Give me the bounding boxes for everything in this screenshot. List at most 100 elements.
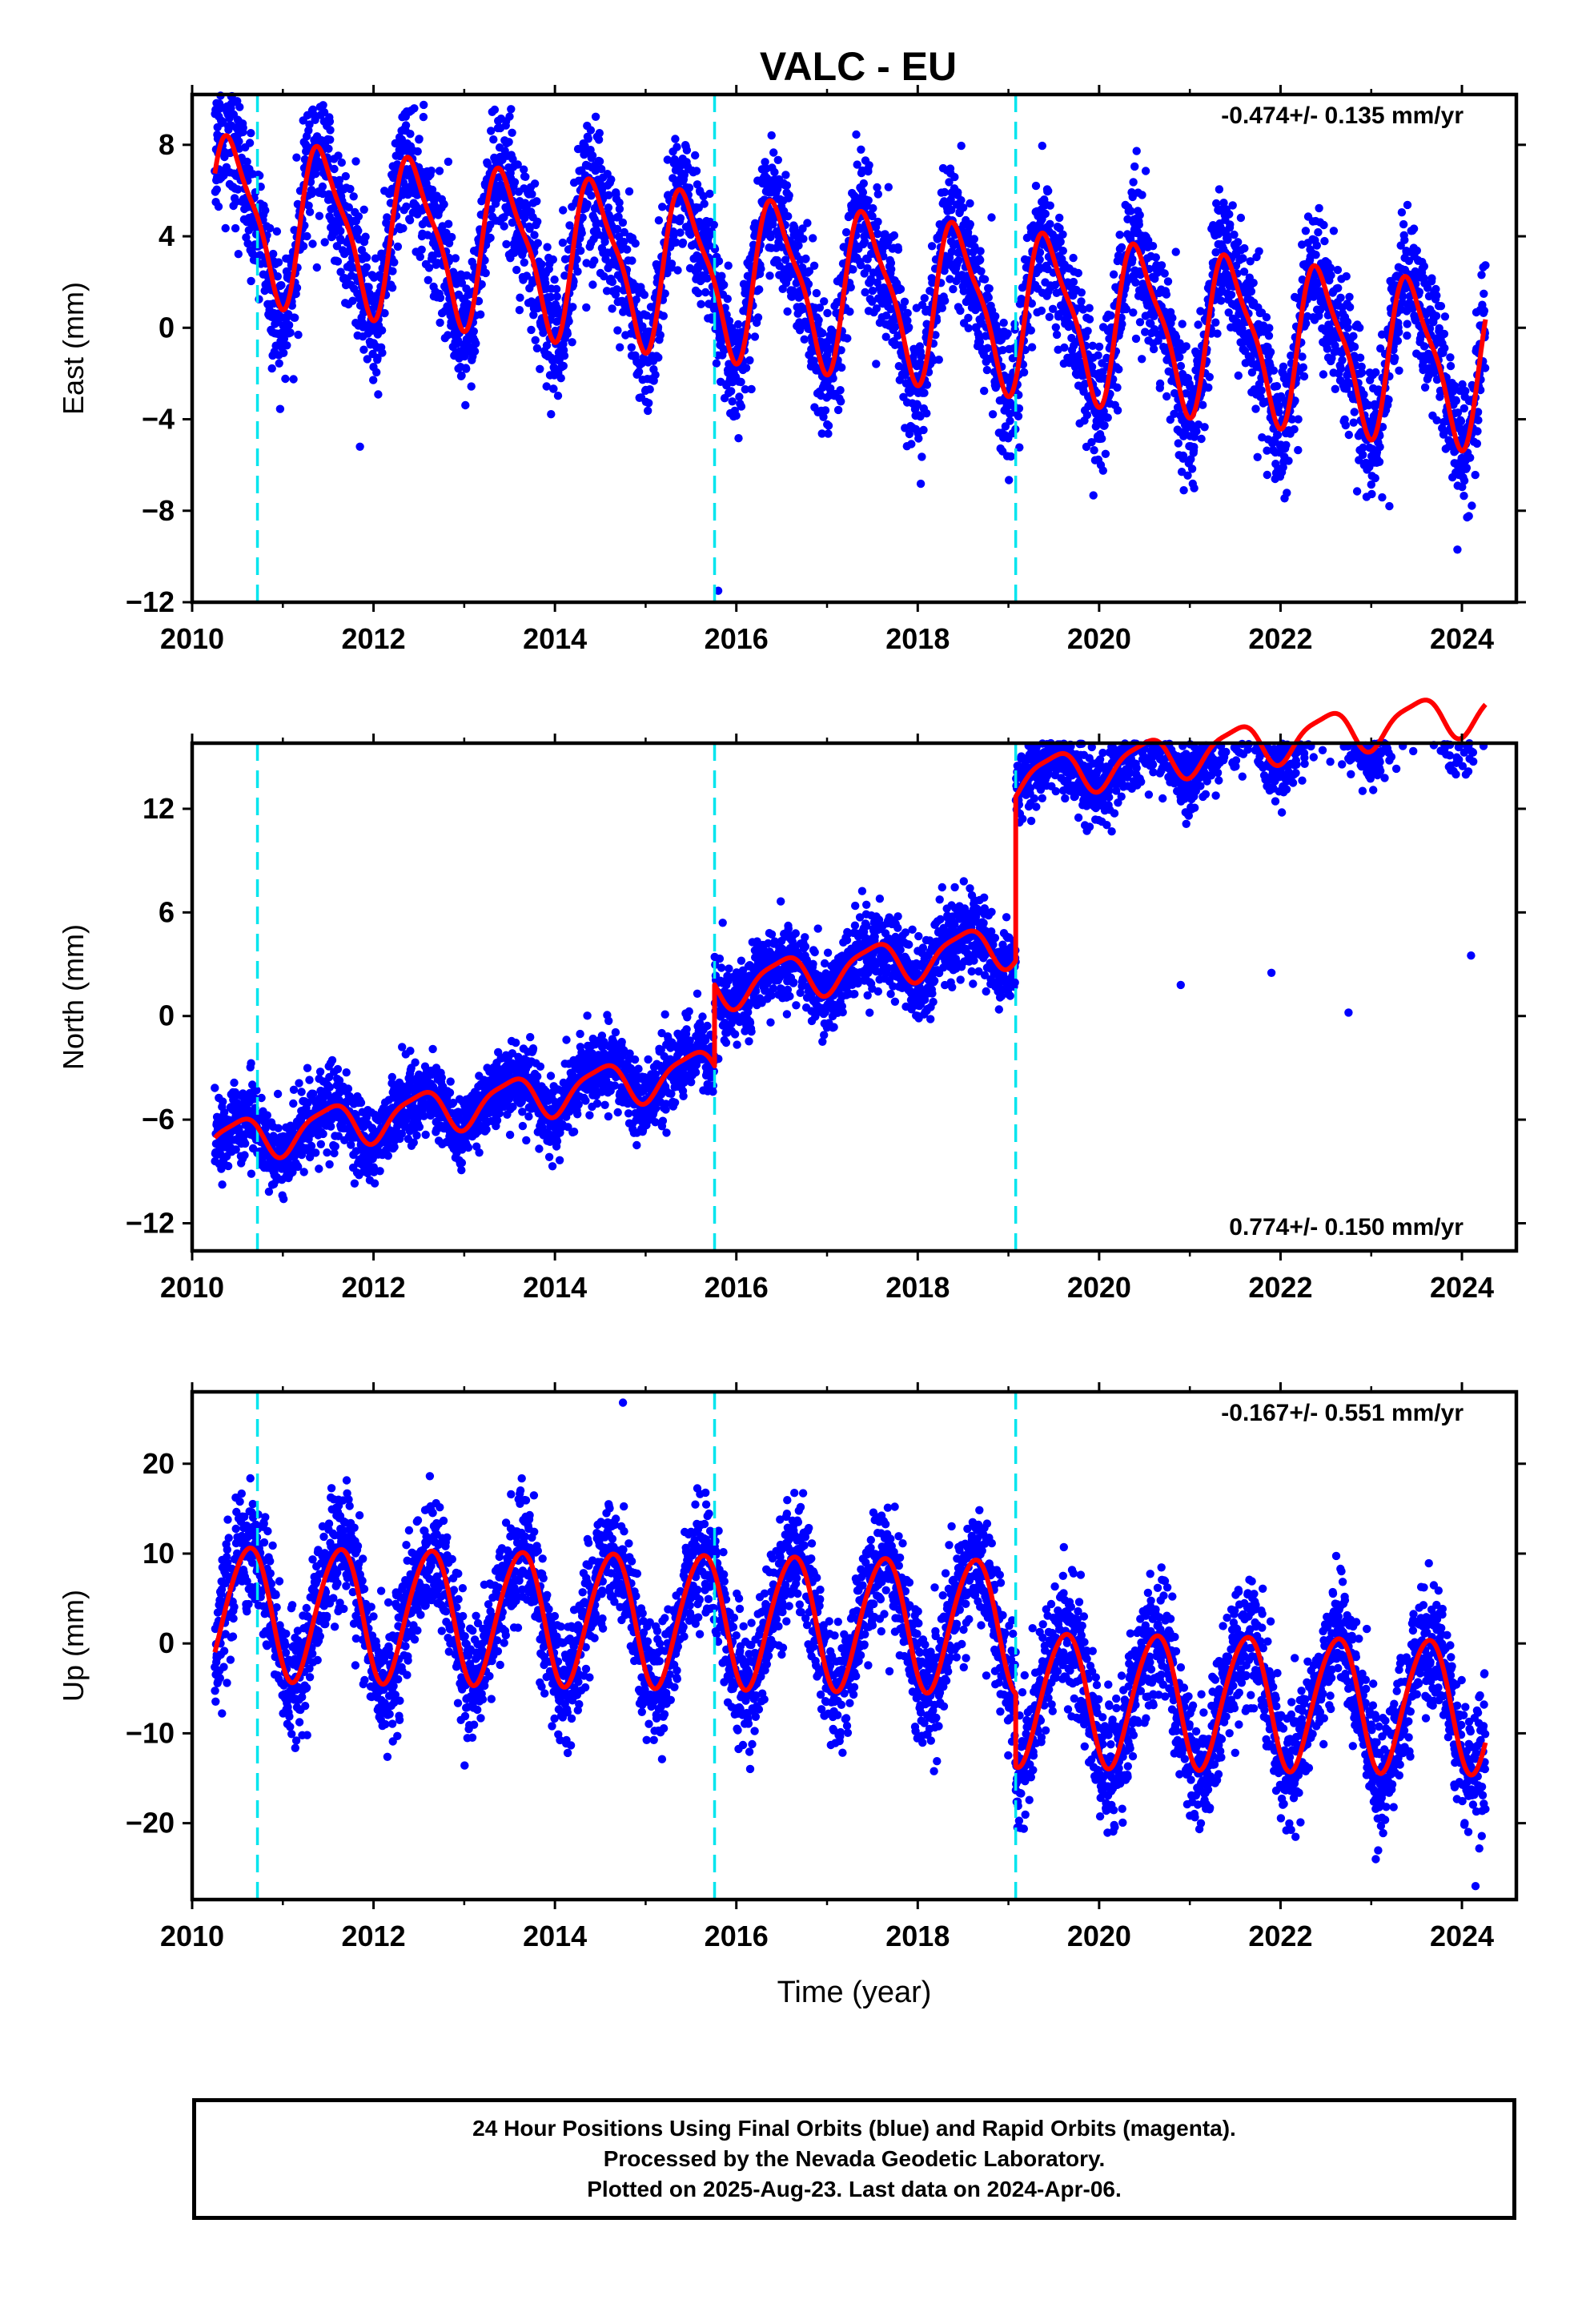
east-position-point bbox=[964, 313, 973, 323]
east-position-point bbox=[577, 228, 586, 238]
east-position-point bbox=[905, 323, 913, 332]
east-position-point bbox=[335, 175, 344, 185]
east-position-point bbox=[243, 157, 251, 167]
east-position-point bbox=[559, 361, 568, 371]
east-position-point bbox=[705, 189, 714, 199]
east-position-point bbox=[976, 247, 985, 255]
east-position-point bbox=[1251, 404, 1260, 413]
east-position-point bbox=[781, 171, 790, 179]
east-position-point bbox=[235, 137, 243, 146]
east-position-point bbox=[1342, 271, 1351, 281]
east-position-point bbox=[1403, 200, 1412, 210]
east-position-point bbox=[628, 256, 636, 265]
east-position-point bbox=[1343, 324, 1352, 332]
east-position-point bbox=[1031, 181, 1041, 191]
east-position-point bbox=[417, 245, 426, 254]
east-position-point bbox=[1349, 418, 1358, 427]
east-position-point bbox=[1141, 167, 1150, 175]
east-position-point bbox=[852, 130, 861, 139]
east-position-point bbox=[415, 135, 424, 143]
east-position-point bbox=[1094, 342, 1104, 352]
east-position-point bbox=[1257, 386, 1266, 395]
east-position-point bbox=[1129, 178, 1138, 187]
east-position-point bbox=[1299, 372, 1309, 381]
east-position-point bbox=[893, 245, 903, 254]
east-position-point bbox=[212, 185, 221, 194]
east-position-point bbox=[234, 185, 243, 194]
east-position-point bbox=[500, 222, 508, 231]
east-position-point bbox=[1384, 395, 1393, 404]
east-position-point bbox=[799, 235, 808, 243]
east-position-point bbox=[318, 182, 327, 191]
east-position-point bbox=[315, 211, 324, 220]
east-position-point bbox=[1056, 237, 1065, 247]
east-position-point bbox=[812, 288, 821, 298]
east-position-point bbox=[1464, 512, 1473, 521]
east-position-point bbox=[887, 265, 896, 274]
east-position-point bbox=[1249, 279, 1258, 287]
east-position-point bbox=[645, 385, 654, 394]
east-position-point bbox=[512, 265, 521, 275]
east-position-point bbox=[608, 277, 617, 287]
east-position-point bbox=[658, 203, 667, 211]
east-position-point bbox=[1301, 227, 1311, 235]
east-position-point bbox=[289, 375, 298, 384]
east-position-point bbox=[1230, 230, 1239, 239]
north-daily-positions bbox=[211, 738, 1488, 1204]
east-position-point bbox=[523, 201, 532, 210]
east-position-point bbox=[1436, 302, 1446, 311]
east-position-point bbox=[564, 317, 573, 326]
east-position-point bbox=[266, 223, 275, 233]
east-position-point bbox=[1055, 213, 1064, 223]
east-position-point bbox=[1089, 491, 1098, 500]
east-position-point bbox=[486, 220, 495, 229]
east-position-point bbox=[1094, 351, 1102, 360]
north-position-point bbox=[240, 1151, 249, 1160]
east-position-point bbox=[420, 100, 428, 110]
east-position-point bbox=[1046, 219, 1054, 228]
east-position-point bbox=[487, 127, 496, 135]
east-position-point bbox=[372, 368, 381, 377]
north-position-point bbox=[223, 1161, 233, 1171]
east-position-point bbox=[922, 409, 931, 418]
east-position-point bbox=[1114, 365, 1123, 374]
east-position-point bbox=[548, 255, 557, 264]
east-position-point bbox=[1460, 476, 1469, 485]
east-position-point bbox=[1101, 449, 1110, 458]
east-position-point bbox=[1175, 352, 1184, 362]
east-position-point bbox=[1163, 277, 1173, 286]
east-position-point bbox=[631, 239, 640, 248]
east-position-point bbox=[841, 227, 851, 237]
east-position-point bbox=[750, 332, 760, 341]
east-position-point bbox=[292, 283, 302, 292]
east-position-point bbox=[595, 129, 604, 138]
east-position-point bbox=[1118, 320, 1126, 328]
north-position-point bbox=[211, 1084, 219, 1092]
east-outlier-point bbox=[215, 99, 224, 108]
east-position-point bbox=[614, 212, 623, 221]
east-position-point bbox=[884, 183, 893, 191]
east-position-point bbox=[549, 384, 558, 393]
east-position-point bbox=[349, 192, 358, 201]
east-position-point bbox=[263, 279, 272, 287]
east-position-point bbox=[1090, 446, 1098, 455]
east-position-point bbox=[504, 138, 513, 147]
east-position-point bbox=[307, 189, 316, 199]
east-position-point bbox=[513, 160, 522, 169]
east-position-point bbox=[987, 213, 996, 222]
east-rate-label: -0.474+/- 0.135 mm/yr bbox=[1221, 103, 1464, 129]
east-position-point bbox=[724, 261, 733, 270]
east-position-point bbox=[547, 410, 556, 419]
east-position-point bbox=[1329, 227, 1339, 235]
east-position-point bbox=[919, 425, 928, 435]
east-position-point bbox=[957, 141, 966, 151]
east-position-point bbox=[1037, 306, 1046, 316]
east-position-point bbox=[1098, 466, 1108, 475]
east-position-point bbox=[300, 155, 310, 164]
east-position-point bbox=[927, 242, 937, 251]
east-position-point bbox=[1344, 430, 1354, 440]
east-position-point bbox=[419, 112, 428, 122]
north-position-point bbox=[230, 1078, 239, 1088]
east-position-point bbox=[803, 219, 812, 227]
east-position-point bbox=[231, 223, 240, 233]
